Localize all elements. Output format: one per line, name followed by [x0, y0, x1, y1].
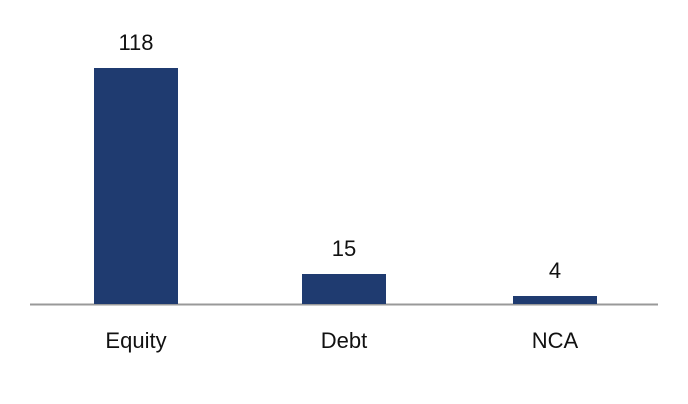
x-tick-label: Equity — [105, 328, 166, 353]
value-label: 15 — [332, 236, 356, 261]
bar — [302, 274, 386, 304]
value-label: 118 — [118, 30, 153, 55]
x-tick-label: NCA — [532, 328, 579, 353]
bar — [94, 68, 178, 304]
value-label: 4 — [549, 258, 561, 283]
bar — [513, 296, 597, 304]
x-tick-label: Debt — [321, 328, 367, 353]
